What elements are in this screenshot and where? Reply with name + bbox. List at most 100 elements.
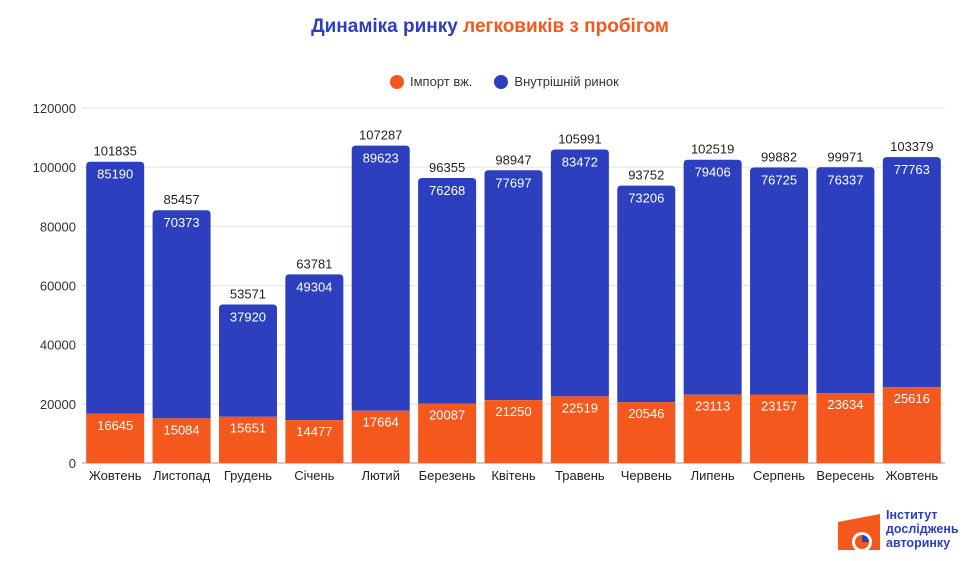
logo-text: Інститут досліджень авторинку — [886, 508, 959, 550]
bar-domestic — [86, 161, 145, 414]
bar-import — [816, 393, 875, 463]
x-tick-label: Червень — [621, 468, 672, 483]
x-tick-label: Вересень — [816, 468, 874, 483]
data-label-import: 25616 — [894, 391, 930, 406]
legend-item-import: Імпорт вж. — [390, 74, 472, 89]
data-label-import: 15651 — [230, 421, 266, 436]
data-label-domestic: 76268 — [429, 183, 465, 198]
x-tick-label: Травень — [555, 468, 605, 483]
data-label-import: 23157 — [761, 398, 797, 413]
data-label-import: 20546 — [628, 406, 664, 421]
bar-import — [683, 394, 742, 463]
data-label-import: 15084 — [163, 422, 199, 437]
y-tick-label: 120000 — [33, 101, 76, 116]
data-label-domestic: 70373 — [163, 215, 199, 230]
data-label-import: 22519 — [562, 400, 598, 415]
bar-domestic — [152, 210, 211, 419]
data-label-total: 107287 — [359, 128, 402, 143]
bar-import — [351, 410, 410, 463]
bar-import — [86, 413, 145, 463]
data-label-total: 102519 — [691, 142, 734, 157]
legend-swatch — [494, 74, 509, 89]
data-label-total: 93752 — [628, 168, 664, 183]
data-label-domestic: 49304 — [296, 279, 332, 294]
legend-swatch — [390, 74, 404, 89]
data-label-domestic: 73206 — [628, 191, 664, 206]
y-tick-label: 100000 — [33, 160, 76, 175]
logo-line: авторинку — [886, 536, 951, 550]
data-label-domestic: 76337 — [827, 172, 863, 187]
data-label-total: 99882 — [761, 150, 797, 165]
legend-label: Внутрішній ринок — [514, 74, 619, 89]
bar-import — [550, 396, 609, 463]
bar-domestic — [816, 167, 875, 394]
x-tick-label: Січень — [294, 468, 334, 483]
x-tick-label: Березень — [419, 468, 476, 483]
bar-import — [218, 416, 277, 463]
logo-line: досліджень — [886, 522, 959, 536]
bar-domestic — [218, 304, 277, 417]
data-label-import: 14477 — [296, 424, 332, 439]
data-label-import: 23113 — [695, 399, 730, 414]
data-label-domestic: 76725 — [761, 173, 797, 188]
data-label-total: 105991 — [558, 131, 601, 146]
x-tick-label: Липень — [691, 468, 735, 483]
logo: Інститут досліджень авторинку — [836, 508, 976, 556]
bar-domestic — [550, 149, 609, 397]
data-label-total: 63781 — [296, 256, 332, 271]
data-label-import: 16645 — [97, 418, 133, 433]
bar-import — [285, 420, 344, 463]
title-part-2: легковиків з пробігом — [463, 16, 669, 37]
data-label-import: 20087 — [429, 408, 465, 423]
data-label-import: 17664 — [363, 415, 399, 430]
y-tick-label: 0 — [69, 456, 76, 471]
bar-import — [484, 400, 543, 463]
data-label-import: 23634 — [827, 397, 863, 412]
data-label-total: 99971 — [827, 149, 863, 164]
data-label-total: 96355 — [429, 160, 465, 175]
title-part-1: Динаміка ринку — [311, 16, 458, 37]
y-tick-label: 60000 — [40, 279, 76, 294]
data-label-total: 53571 — [230, 287, 266, 302]
data-label-total: 101835 — [93, 144, 136, 159]
bar-domestic — [750, 167, 809, 395]
bar-import — [882, 387, 941, 463]
y-tick-label: 40000 — [40, 338, 76, 353]
data-label-domestic: 77763 — [894, 162, 930, 177]
legend: Імпорт вж. Внутрішній ринок — [390, 74, 619, 89]
x-tick-label: Листопад — [153, 468, 211, 483]
y-tick-label: 80000 — [40, 219, 76, 234]
bar-import — [617, 402, 676, 463]
bar-import — [750, 394, 809, 463]
bar-domestic — [418, 177, 477, 404]
x-tick-label: Квітень — [491, 468, 536, 483]
data-label-total: 85457 — [163, 192, 199, 207]
x-tick-label: Лютий — [361, 468, 399, 483]
x-tick-label: Серпень — [753, 468, 805, 483]
bar-domestic — [882, 157, 941, 388]
bar-domestic — [484, 170, 543, 401]
logo-line: Інститут — [886, 508, 938, 522]
data-label-total: 98947 — [495, 152, 531, 167]
bar-domestic — [351, 145, 410, 411]
bar-domestic — [617, 185, 676, 403]
legend-item-domestic: Внутрішній ринок — [494, 74, 619, 89]
bar-domestic — [285, 274, 344, 421]
bar-import — [418, 403, 477, 463]
x-tick-label: Жовтень — [885, 468, 938, 483]
x-tick-label: Жовтень — [89, 468, 142, 483]
data-label-domestic: 79406 — [695, 165, 731, 180]
x-tick-label: Грудень — [224, 468, 272, 483]
chart-title: Динаміка ринку легковиків з пробігом — [0, 16, 980, 38]
data-label-domestic: 89623 — [363, 151, 399, 166]
logo-car-icon — [838, 514, 880, 552]
legend-label: Імпорт вж. — [410, 74, 473, 89]
data-label-domestic: 37920 — [230, 310, 266, 325]
bar-domestic — [683, 159, 742, 395]
y-tick-label: 20000 — [40, 397, 76, 412]
data-label-domestic: 85190 — [97, 167, 133, 182]
data-label-total: 103379 — [890, 139, 933, 154]
bar-import — [152, 418, 211, 463]
data-label-domestic: 77697 — [495, 175, 531, 190]
